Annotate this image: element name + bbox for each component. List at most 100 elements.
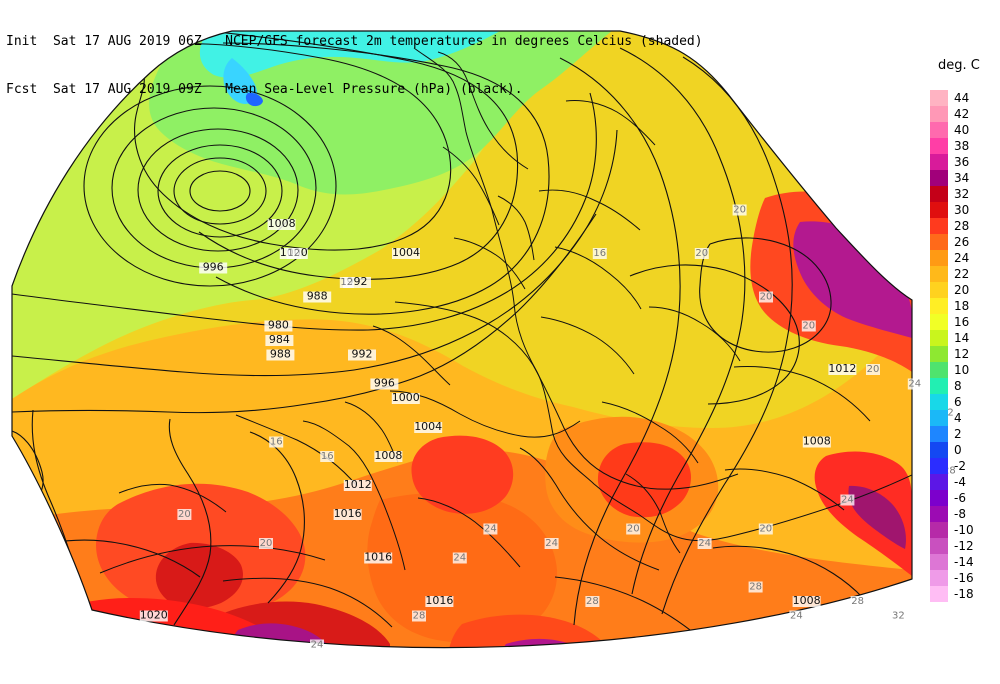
legend-swatch <box>930 586 948 602</box>
legend-label: 44 <box>954 91 970 105</box>
temperature-label-text: 20 <box>760 292 773 303</box>
legend-item: 4 <box>930 410 998 426</box>
temperature-label-text: 28 <box>413 611 426 622</box>
legend-swatch <box>930 106 948 122</box>
temperature-label-text: 24 <box>698 538 711 549</box>
temperature-label: 20 <box>694 248 709 259</box>
pressure-label-bg <box>199 262 228 274</box>
legend-label: 0 <box>954 443 962 457</box>
temperature-label-bg <box>759 291 773 303</box>
legend-swatch <box>930 282 948 298</box>
pressure-isobars <box>12 31 864 626</box>
temperature-label: 24 <box>483 523 498 535</box>
pressure-label-bg <box>802 436 831 448</box>
temperature-label-text: 24 <box>790 611 803 622</box>
legend-label: -10 <box>954 523 974 537</box>
pressure-label: 996 <box>370 377 399 390</box>
pressure-label-text: 980 <box>268 319 289 332</box>
temperature-label-bg <box>891 610 906 622</box>
pressure-label: 988 <box>266 348 295 361</box>
pressure-label-bg <box>343 480 372 491</box>
legend-swatch <box>930 426 948 442</box>
temperature-label-bg <box>585 596 600 607</box>
temperature-label: 20 <box>626 523 641 535</box>
legend-swatch <box>930 490 948 506</box>
pressure-label-text: 988 <box>307 290 328 303</box>
legend-item: 30 <box>930 202 998 218</box>
pressure-label: 1008 <box>267 217 296 230</box>
pressure-label-text: 1012 <box>828 362 856 375</box>
temperature-label-text: 28 <box>943 466 956 477</box>
pressure-label-bg <box>374 451 403 462</box>
pressure-label-text: 1008 <box>374 449 402 462</box>
legend-swatch <box>930 138 948 154</box>
temperature-label-bg <box>320 451 335 462</box>
temperature-label-text: 28 <box>586 596 599 607</box>
pressure-label-bg <box>333 509 362 520</box>
legend-item: -8 <box>930 506 998 522</box>
temperature-label: 28 <box>412 610 426 622</box>
pressure-label-text: 1008 <box>793 594 821 607</box>
temperature-label-bg <box>452 552 467 564</box>
temperature-label-bg <box>339 277 354 288</box>
temperature-label: 24 <box>907 378 922 390</box>
temperature-label-bg <box>748 581 763 593</box>
temperature-label-text: 20 <box>802 321 815 332</box>
legend-swatch <box>930 250 948 266</box>
legend-label: 32 <box>954 187 970 201</box>
temperature-label: 12 <box>339 277 354 288</box>
legend-swatch <box>930 474 948 490</box>
legend-swatch <box>930 218 948 234</box>
legend-item: 26 <box>930 234 998 250</box>
temperature-label-text: 20 <box>733 205 746 216</box>
legend-swatch <box>930 458 948 474</box>
legend-swatch <box>930 570 948 586</box>
temperature-label-bg <box>286 248 301 259</box>
pressure-label: 1008 <box>802 435 831 448</box>
temperature-label-text: 20 <box>627 524 640 535</box>
temperature-label-text: 20 <box>867 364 880 375</box>
legend-item: -6 <box>930 490 998 506</box>
temperature-label: 28 <box>585 596 600 607</box>
legend-item: -4 <box>930 474 998 490</box>
legend-item: -14 <box>930 554 998 570</box>
pressure-label: 1008 <box>792 594 821 607</box>
pressure-label-bg <box>414 422 443 433</box>
legend-item: 24 <box>930 250 998 266</box>
temperature-label: 28 <box>942 465 957 477</box>
pressure-label-text: 1016 <box>334 507 362 520</box>
pressure-label-bg <box>370 378 399 390</box>
legend-swatch <box>930 186 948 202</box>
temperature-label-bg <box>801 320 816 332</box>
map-boundary <box>11 30 913 649</box>
temperature-label-text: 16 <box>270 437 283 448</box>
legend-label: 12 <box>954 347 970 361</box>
temperature-label: 20 <box>259 538 273 549</box>
temperature-label-text: 12 <box>340 277 353 288</box>
legend-swatch <box>930 554 948 570</box>
legend-item: 20 <box>930 282 998 298</box>
pressure-label-bg <box>139 610 168 622</box>
temperature-label-bg <box>758 523 773 535</box>
legend-label: -6 <box>954 491 966 505</box>
temperature-label-bg <box>544 538 559 549</box>
legend-item: 28 <box>930 218 998 234</box>
pressure-label-text: 996 <box>374 377 395 390</box>
legend-item: 34 <box>930 170 998 186</box>
pressure-label-bg <box>792 596 821 607</box>
pressure-label-text: 992 <box>352 348 373 361</box>
legend-label: 40 <box>954 123 970 137</box>
temperature-label-text: 24 <box>841 495 854 506</box>
pressure-label: 1016 <box>364 551 393 564</box>
legend-item: 6 <box>930 394 998 410</box>
temperature-label-text: 20 <box>695 248 708 259</box>
temperature-label: 20 <box>759 291 773 303</box>
pressure-label: 1016 <box>333 507 362 520</box>
pressure-label: 996 <box>199 261 228 274</box>
pressure-label: 984 <box>265 333 294 346</box>
legend-label: 16 <box>954 315 970 329</box>
pressure-label-bg <box>391 393 420 404</box>
temperature-label: 20 <box>177 509 192 520</box>
legend-item: 0 <box>930 442 998 458</box>
